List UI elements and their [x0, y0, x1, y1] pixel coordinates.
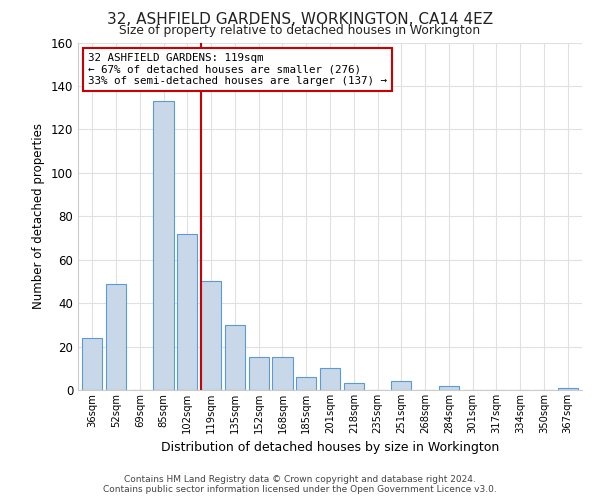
Bar	[344, 384, 364, 390]
Bar	[154, 101, 173, 390]
Text: Size of property relative to detached houses in Workington: Size of property relative to detached ho…	[119, 24, 481, 37]
Bar	[439, 386, 459, 390]
Bar	[177, 234, 197, 390]
Text: Contains HM Land Registry data © Crown copyright and database right 2024.
Contai: Contains HM Land Registry data © Crown c…	[103, 474, 497, 494]
Y-axis label: Number of detached properties: Number of detached properties	[32, 123, 45, 309]
Bar	[82, 338, 103, 390]
Bar	[320, 368, 340, 390]
Text: 32 ASHFIELD GARDENS: 119sqm
← 67% of detached houses are smaller (276)
33% of se: 32 ASHFIELD GARDENS: 119sqm ← 67% of det…	[88, 53, 387, 86]
Bar	[201, 282, 221, 390]
Bar	[225, 325, 245, 390]
Bar	[557, 388, 578, 390]
Bar	[296, 377, 316, 390]
Bar	[272, 358, 293, 390]
Bar	[248, 358, 269, 390]
Text: 32, ASHFIELD GARDENS, WORKINGTON, CA14 4EZ: 32, ASHFIELD GARDENS, WORKINGTON, CA14 4…	[107, 12, 493, 28]
Bar	[391, 382, 412, 390]
Bar	[106, 284, 126, 390]
X-axis label: Distribution of detached houses by size in Workington: Distribution of detached houses by size …	[161, 442, 499, 454]
